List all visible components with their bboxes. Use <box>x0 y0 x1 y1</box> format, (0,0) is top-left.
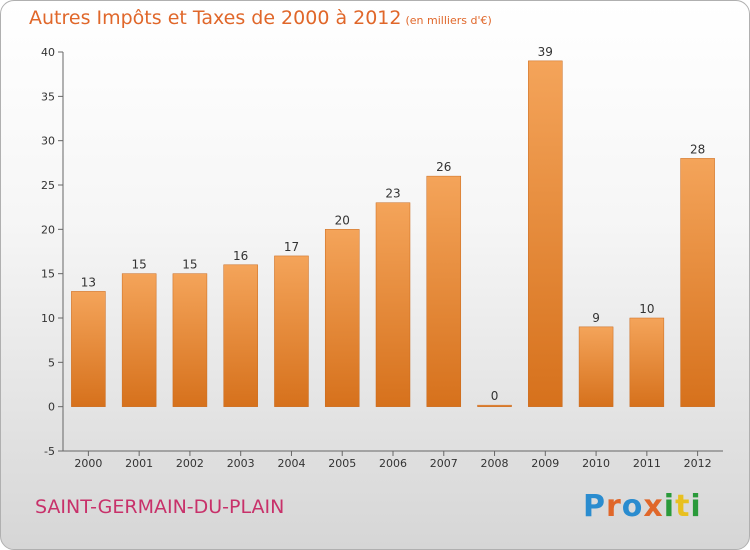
x-tick-label: 2003 <box>227 457 255 470</box>
data-label-2001: 15 <box>132 258 147 272</box>
bar-2004 <box>274 255 309 407</box>
y-tick-label: 0 <box>48 401 55 414</box>
bar-2000 <box>71 291 106 407</box>
x-tick-label: 2000 <box>74 457 102 470</box>
data-label-2003: 16 <box>233 249 248 263</box>
data-label-2004: 17 <box>284 240 299 254</box>
bar-2011 <box>629 317 665 407</box>
data-label-2005: 20 <box>335 213 350 227</box>
x-tick-label: 2009 <box>531 457 559 470</box>
x-tick-label: 2002 <box>176 457 204 470</box>
bar-2009 <box>528 60 563 407</box>
y-tick-label: 35 <box>41 90 55 103</box>
y-tick-label: 40 <box>41 46 55 59</box>
data-label-2012: 28 <box>690 142 705 156</box>
y-tick-label: 10 <box>41 312 55 325</box>
bar-2010 <box>578 326 614 407</box>
bar-2002 <box>172 273 208 407</box>
bar-2005 <box>324 229 360 407</box>
x-tick-label: 2010 <box>582 457 610 470</box>
bar-2007 <box>426 175 462 407</box>
bar-2006 <box>375 202 411 407</box>
x-tick-label: 2011 <box>633 457 661 470</box>
y-tick-label: 30 <box>41 135 55 148</box>
bar-2012 <box>680 158 715 407</box>
x-tick-label: 2012 <box>684 457 712 470</box>
x-tick-label: 2005 <box>328 457 356 470</box>
data-label-2009: 39 <box>538 45 553 59</box>
x-tick-label: 2007 <box>430 457 458 470</box>
bar-2001 <box>121 273 157 407</box>
data-label-2002: 15 <box>182 258 197 272</box>
y-tick-label: 20 <box>41 223 55 236</box>
city-name: SAINT-GERMAIN-DU-PLAIN <box>35 496 285 518</box>
data-label-2010: 9 <box>592 311 600 325</box>
x-tick-label: 2006 <box>379 457 407 470</box>
x-tick-label: 2004 <box>277 457 305 470</box>
chart-title: Autres Impôts et Taxes de 2000 à 2012 (en… <box>29 7 492 29</box>
data-label-2008: 0 <box>491 389 499 403</box>
data-label-2007: 26 <box>436 160 451 174</box>
y-tick-label: 5 <box>48 356 55 369</box>
y-tick-label: 15 <box>41 268 55 281</box>
x-tick-label: 2001 <box>125 457 153 470</box>
y-tick-label: 25 <box>41 179 55 192</box>
bar-2003 <box>223 264 258 407</box>
chart-title-text: Autres Impôts et Taxes de 2000 à 2012 <box>29 7 402 29</box>
data-label-2000: 13 <box>81 275 96 289</box>
y-tick-label: -5 <box>44 445 55 458</box>
bar-2008 <box>477 404 512 407</box>
data-label-2006: 23 <box>385 187 400 201</box>
chart-title-unit: (en milliers d'€) <box>405 14 492 27</box>
x-tick-label: 2008 <box>481 457 509 470</box>
proxiti-logo: Proxiti <box>583 489 702 524</box>
data-label-2011: 10 <box>639 302 654 316</box>
